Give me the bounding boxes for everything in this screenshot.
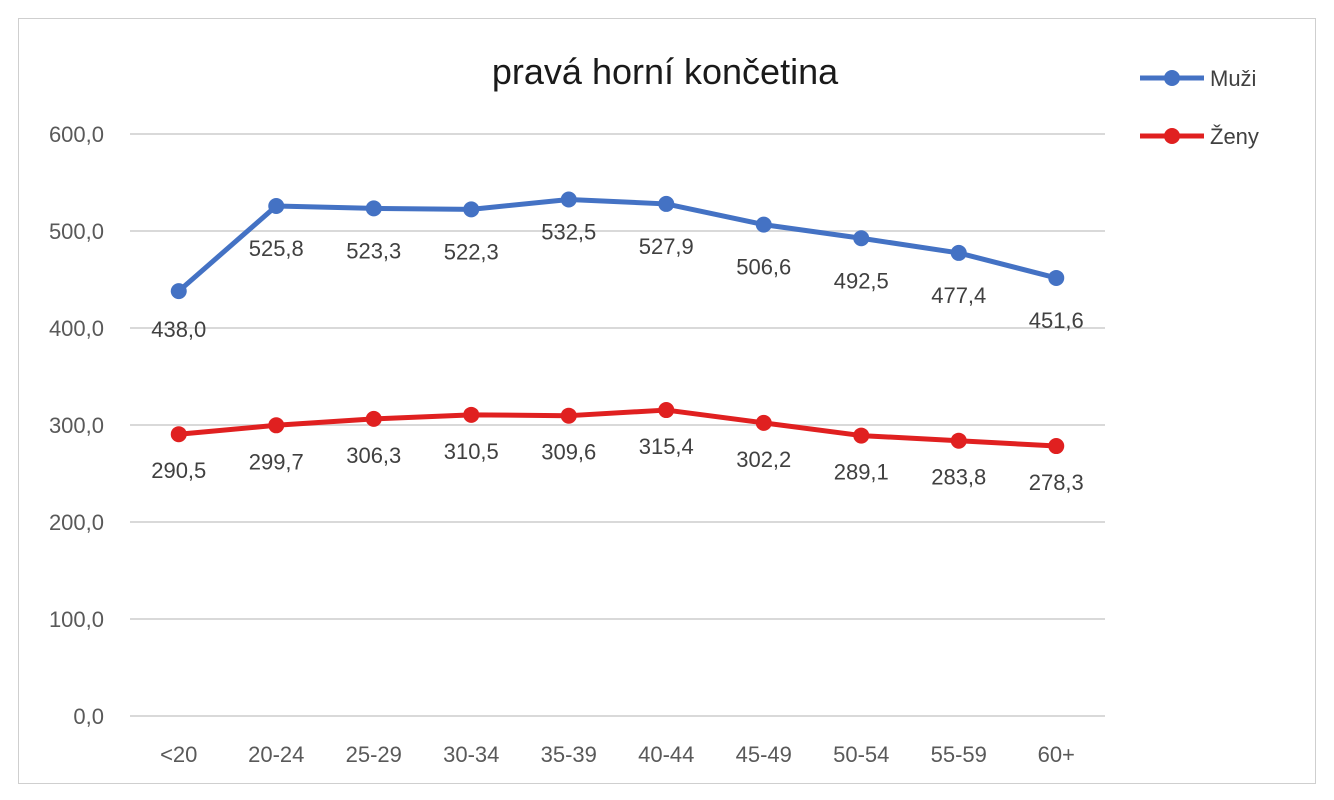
data-label: 451,6: [1029, 308, 1084, 333]
x-tick-label: 25-29: [346, 742, 402, 767]
data-label: 523,3: [346, 238, 401, 263]
y-tick-label: 0,0: [73, 704, 104, 729]
data-point: [755, 414, 772, 431]
data-point: [853, 427, 870, 444]
legend-item: Muži: [1140, 66, 1256, 91]
data-point: [463, 406, 480, 423]
data-label: 525,8: [249, 236, 304, 261]
data-point: [365, 200, 382, 217]
data-point: [170, 426, 187, 443]
chart-title: pravá horní končetina: [492, 51, 839, 92]
data-point: [950, 244, 967, 261]
legend-label: Muži: [1210, 66, 1256, 91]
y-tick-label: 100,0: [49, 607, 104, 632]
data-point: [1048, 438, 1065, 455]
data-label: 302,2: [736, 447, 791, 472]
x-tick-label: 30-34: [443, 742, 499, 767]
data-point: [658, 195, 675, 212]
legend: Muži Ženy: [1140, 66, 1259, 149]
data-label: 306,3: [346, 443, 401, 468]
x-tick-label: 40-44: [638, 742, 694, 767]
x-tick-label: 35-39: [541, 742, 597, 767]
x-tick-label: 55-59: [931, 742, 987, 767]
y-tick-label: 200,0: [49, 510, 104, 535]
gridlines: [130, 133, 1105, 717]
series-layer: 438,0 525,8 523,3 522,3 532,5 527,9 506,6 492,5…: [151, 191, 1084, 495]
data-label: 310,5: [444, 439, 499, 464]
data-point: [463, 201, 480, 218]
data-label: 477,4: [931, 283, 986, 308]
data-point: [1048, 269, 1065, 286]
x-tick-label: 50-54: [833, 742, 889, 767]
data-point: [560, 407, 577, 424]
data-label: 309,6: [541, 440, 596, 465]
data-point: [755, 216, 772, 233]
data-point: [268, 417, 285, 434]
x-axis-tick-labels: <20 20-24 25-29 30-34 35-39 40-44 45-49 50-54 55…: [160, 742, 1075, 767]
data-point: [268, 197, 285, 214]
data-label: 532,5: [541, 219, 596, 244]
y-tick-label: 600,0: [49, 122, 104, 147]
legend-label: Ženy: [1210, 124, 1259, 149]
chart-frame: [18, 18, 1316, 784]
data-label: 290,5: [151, 458, 206, 483]
series-line: [176, 196, 1059, 294]
data-point: [950, 432, 967, 449]
y-axis-tick-labels: 0,0 100,0 200,0 300,0 400,0 500,0 600,0: [49, 122, 104, 729]
data-point: [560, 191, 577, 208]
y-tick-label: 400,0: [49, 316, 104, 341]
data-label: 438,0: [151, 317, 206, 342]
x-tick-label: <20: [160, 742, 197, 767]
data-point: [658, 402, 675, 419]
x-tick-label: 60+: [1038, 742, 1075, 767]
legend-swatch-marker: [1164, 128, 1180, 144]
data-point: [365, 410, 382, 427]
series-line: [176, 407, 1059, 449]
x-tick-label: 20-24: [248, 742, 304, 767]
legend-swatch-marker: [1164, 70, 1180, 86]
data-label: 492,5: [834, 268, 889, 293]
x-tick-label: 45-49: [736, 742, 792, 767]
data-point: [170, 283, 187, 300]
y-tick-label: 300,0: [49, 413, 104, 438]
data-label: 506,6: [736, 255, 791, 280]
data-label: 278,3: [1029, 470, 1084, 495]
data-point: [853, 230, 870, 247]
series-1: 438,0 525,8 523,3 522,3 532,5 527,9 506,6 492,5…: [151, 191, 1084, 342]
series-2: 290,5 299,7 306,3 310,5 309,6 315,4 302,2 289,1…: [151, 402, 1084, 495]
y-tick-label: 500,0: [49, 219, 104, 244]
data-label: 299,7: [249, 449, 304, 474]
data-label: 527,9: [639, 234, 694, 259]
data-label: 315,4: [639, 434, 694, 459]
data-label: 522,3: [444, 239, 499, 264]
data-label: 283,8: [931, 465, 986, 490]
legend-item: Ženy: [1140, 124, 1259, 149]
data-label: 289,1: [834, 460, 889, 485]
